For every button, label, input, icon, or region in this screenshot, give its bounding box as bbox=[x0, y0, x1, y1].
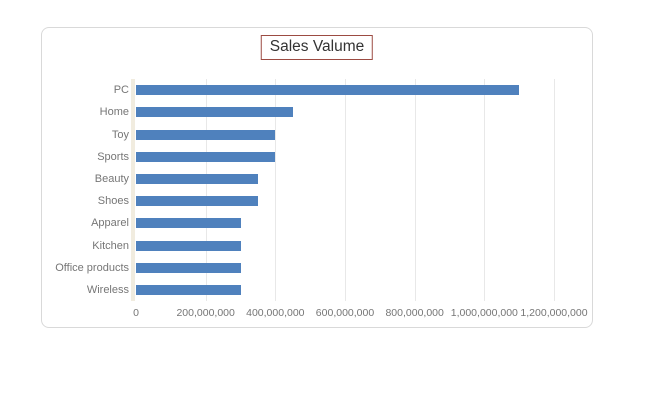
chart-title-box[interactable]: Sales Valume bbox=[260, 35, 374, 60]
value-axis-tick-label: 200,000,000 bbox=[176, 307, 235, 319]
bar-row bbox=[136, 79, 554, 101]
category-label: Apparel bbox=[91, 217, 129, 230]
bar-pc[interactable] bbox=[136, 85, 520, 96]
bar-home[interactable] bbox=[136, 107, 293, 118]
category-label: Shoes bbox=[97, 195, 129, 208]
category-label: Wireless bbox=[86, 283, 129, 296]
category-label: Kitchen bbox=[92, 239, 129, 252]
category-label: Toy bbox=[111, 128, 129, 141]
bar-wireless[interactable] bbox=[136, 284, 241, 295]
category-label: Office products bbox=[55, 261, 129, 274]
gridline bbox=[484, 79, 486, 301]
bar-row bbox=[136, 123, 554, 145]
bar-row bbox=[136, 101, 554, 123]
bar-row bbox=[136, 190, 554, 212]
value-axis-tick-label: 800,000,000 bbox=[385, 307, 444, 319]
bar-kitchen[interactable] bbox=[136, 240, 241, 251]
chart-title: Sales Valume bbox=[269, 38, 365, 55]
bar-row bbox=[136, 146, 554, 168]
bar-office-products[interactable] bbox=[136, 262, 241, 273]
category-label: Sports bbox=[97, 150, 129, 163]
category-label: PC bbox=[113, 84, 129, 97]
bar-beauty[interactable] bbox=[136, 173, 258, 184]
plot-area bbox=[131, 79, 555, 301]
value-axis-tick-label: 600,000,000 bbox=[315, 307, 375, 319]
bar-row bbox=[136, 168, 554, 190]
gridline bbox=[205, 79, 207, 301]
value-axis-tick-label: 0 bbox=[133, 307, 139, 319]
category-label: Beauty bbox=[94, 172, 129, 185]
gridline bbox=[554, 79, 555, 301]
bar-row bbox=[136, 234, 554, 256]
value-axis-line bbox=[131, 79, 135, 301]
bar-series bbox=[136, 79, 554, 301]
chart-frame[interactable]: Sales Valume PC Home Toy Sports Beauty Shoes A… bbox=[41, 27, 593, 328]
value-axis-tick-label: 1,000,000,000 bbox=[450, 307, 518, 319]
value-axis-tick-label: 1,200,000,000 bbox=[520, 307, 588, 319]
bar-toy[interactable] bbox=[136, 129, 276, 140]
gridline bbox=[345, 79, 346, 301]
value-axis-ticks: 0 200,000,000 400,000,000 600,000,000 800,00… bbox=[133, 307, 588, 321]
gridline bbox=[414, 79, 416, 301]
bar-sports[interactable] bbox=[136, 151, 276, 162]
bar-row bbox=[136, 257, 554, 279]
bar-row bbox=[136, 279, 554, 301]
category-axis: PC Home Toy Sports Beauty Shoes Apparel Kitchen… bbox=[42, 79, 129, 301]
category-label: Home bbox=[99, 106, 129, 119]
bar-apparel[interactable] bbox=[136, 218, 241, 229]
bar-shoes[interactable] bbox=[136, 196, 258, 207]
gridline bbox=[275, 79, 277, 301]
bar-row bbox=[136, 212, 554, 234]
value-axis-tick-label: 400,000,000 bbox=[246, 307, 305, 319]
